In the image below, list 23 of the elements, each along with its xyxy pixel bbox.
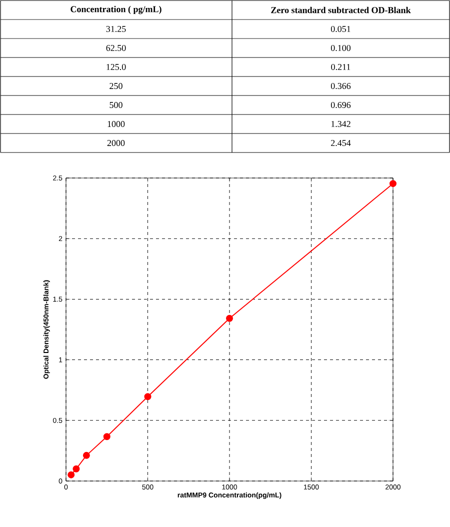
text: 0.051 (330, 26, 350, 32)
text: Zero standard subtracted OD-Blank (271, 6, 411, 14)
point (82, 452, 90, 459)
point (144, 393, 152, 400)
point (103, 433, 110, 440)
text: Concentration ( pg/mL) (70, 6, 162, 14)
text: 0.366 (330, 82, 351, 90)
text: 1.342 (331, 120, 350, 128)
point (226, 314, 233, 322)
text: 0.211 (331, 64, 350, 70)
point (68, 471, 75, 478)
text: 125.0 (106, 64, 126, 70)
text: 250 (110, 82, 122, 90)
text: 1000 (108, 120, 125, 128)
text: 62.50 (106, 44, 126, 52)
point (72, 465, 80, 472)
point (390, 180, 396, 188)
text: 2000 (107, 140, 125, 146)
text: 31.25 (106, 26, 126, 32)
text: 500 (110, 102, 122, 108)
text: 2.454 (331, 140, 351, 146)
text: 0.100 (330, 44, 351, 52)
text: 0.696 (330, 102, 351, 108)
